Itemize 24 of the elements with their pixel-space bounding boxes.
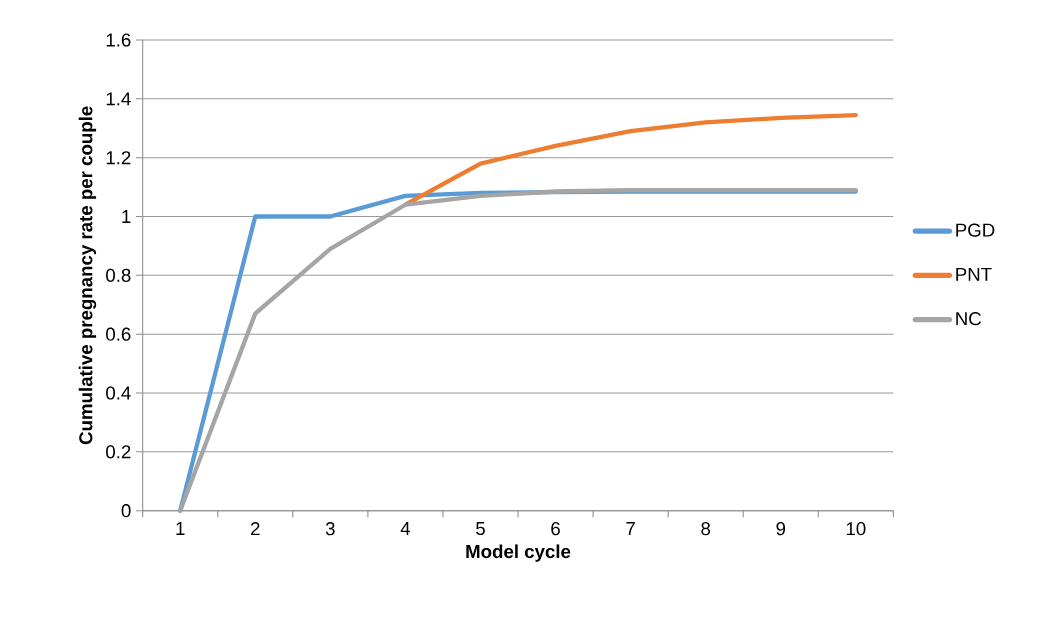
y-tick-label: 0.4 (106, 386, 131, 400)
x-tick-label: 8 (701, 522, 711, 536)
y-tick-label: 0.2 (106, 445, 131, 459)
x-tick-label: 6 (551, 522, 560, 536)
y-axis-title: Cumulative pregnancy rate per couple (78, 106, 97, 445)
x-tick-label: 3 (325, 522, 335, 536)
x-tick-label: 7 (626, 522, 635, 535)
y-tick-label: 0.6 (106, 327, 131, 341)
y-tick-label: 0.8 (106, 268, 131, 282)
legend-label: PNT (956, 267, 992, 281)
x-axis-title: Model cycle (466, 544, 571, 562)
legend-label: NC (956, 312, 982, 326)
y-tick-label: 1 (122, 210, 131, 223)
x-tick-label: 5 (476, 522, 485, 536)
x-tick-label: 2 (251, 522, 260, 536)
y-tick-label: 0 (121, 504, 131, 518)
y-tick-label: 1.2 (106, 151, 131, 165)
legend-label: PGD (956, 223, 995, 237)
x-tick-label: 1 (176, 522, 185, 535)
x-tick-label: 4 (400, 522, 411, 535)
x-tick-label: 10 (846, 522, 866, 536)
x-tick-label: 9 (776, 522, 786, 536)
y-tick-label: 1.4 (106, 92, 131, 106)
y-tick-label: 1.6 (106, 33, 131, 47)
